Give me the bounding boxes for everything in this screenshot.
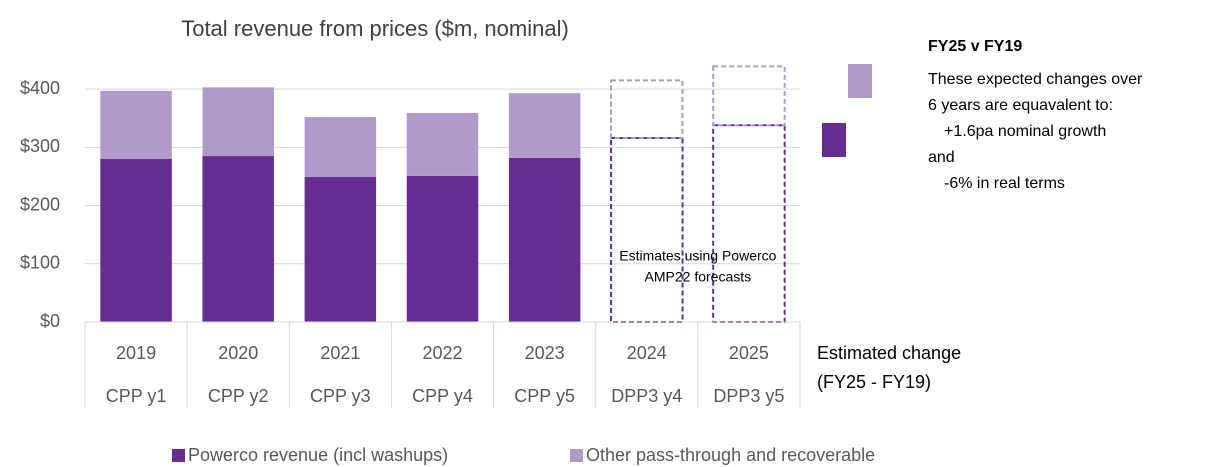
side-line: 6 years are equavalent to: bbox=[928, 97, 1113, 114]
y-tick-label: $100 bbox=[20, 253, 60, 273]
bar-segment bbox=[304, 177, 377, 322]
x-period-label: CPP y2 bbox=[208, 386, 269, 406]
bar-segment bbox=[712, 65, 786, 127]
bar-segment bbox=[202, 156, 274, 322]
legend-swatch bbox=[172, 449, 185, 462]
extra-column-label: Estimated change bbox=[817, 343, 961, 363]
x-tick-label: 2022 bbox=[422, 343, 462, 363]
y-tick-label: $400 bbox=[20, 78, 60, 98]
bar-segment bbox=[100, 158, 172, 322]
extra-column-label: (FY25 - FY19) bbox=[817, 372, 931, 392]
side-line: -6% in real terms bbox=[944, 175, 1065, 192]
x-tick-label: 2024 bbox=[627, 343, 667, 363]
bar-segment bbox=[610, 79, 684, 140]
side-line: +1.6pa nominal growth bbox=[944, 123, 1106, 140]
x-tick-label: 2023 bbox=[525, 343, 565, 363]
y-tick-label: $0 bbox=[40, 311, 60, 331]
annotation: Estimates using Powerco bbox=[619, 248, 776, 264]
x-period-label: CPP y5 bbox=[514, 386, 575, 406]
chart-title: Total revenue from prices ($m, nominal) bbox=[181, 16, 569, 41]
legend-swatch bbox=[570, 449, 583, 462]
x-tick-label: 2021 bbox=[320, 343, 360, 363]
side-swatch bbox=[822, 123, 846, 157]
legend-label: Other pass-through and recoverable bbox=[586, 445, 875, 465]
bar-segment bbox=[610, 137, 684, 323]
side-line: and bbox=[928, 149, 955, 166]
x-period-label: CPP y1 bbox=[106, 386, 167, 406]
side-heading: FY25 v FY19 bbox=[928, 38, 1022, 55]
bar-segment bbox=[100, 90, 172, 159]
bar-segment bbox=[508, 93, 581, 158]
x-tick-label: 2020 bbox=[218, 343, 258, 363]
legend-label: Powerco revenue (incl washups) bbox=[188, 445, 448, 465]
side-swatch bbox=[848, 64, 872, 98]
bar-segment bbox=[508, 157, 581, 322]
x-period-label: CPP y4 bbox=[412, 386, 473, 406]
bar-segment bbox=[712, 124, 786, 323]
side-line: These expected changes over bbox=[928, 71, 1143, 88]
x-tick-label: 2019 bbox=[116, 343, 156, 363]
y-tick-label: $300 bbox=[20, 136, 60, 156]
y-tick-label: $200 bbox=[20, 194, 60, 214]
x-period-label: DPP3 y4 bbox=[611, 386, 682, 406]
annotation: AMP22 forecasts bbox=[645, 269, 752, 285]
x-period-label: DPP3 y5 bbox=[713, 386, 784, 406]
bar-segment bbox=[202, 87, 274, 157]
bar-segment bbox=[406, 112, 479, 176]
bar-segment bbox=[304, 117, 377, 178]
x-period-label: CPP y3 bbox=[310, 386, 371, 406]
bar-segment bbox=[406, 175, 479, 322]
x-tick-label: 2025 bbox=[729, 343, 769, 363]
